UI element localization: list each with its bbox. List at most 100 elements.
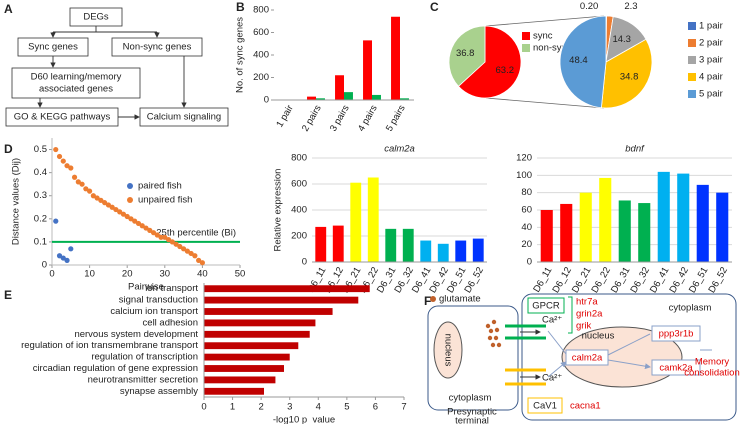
- point: [173, 241, 179, 247]
- point: [64, 257, 70, 263]
- y-tick-label: signal transduction: [119, 295, 198, 306]
- y-tick-label: 0.4: [34, 167, 47, 178]
- nucleus-label: nucleus: [582, 331, 615, 342]
- point: [177, 243, 183, 250]
- x-tick-label: 3: [287, 402, 292, 413]
- gene-label: htr7a: [576, 297, 598, 308]
- node-box: [139, 107, 229, 127]
- node-label: GO & KEGG pathways: [14, 112, 111, 123]
- point: [135, 220, 142, 227]
- legend-swatch: [688, 39, 696, 47]
- point: [94, 195, 100, 201]
- node-box: [11, 67, 141, 99]
- legend-swatch: [688, 90, 696, 98]
- vesicles: [485, 319, 502, 348]
- gene-label: grik: [576, 321, 592, 332]
- arrow: [607, 333, 650, 367]
- pie-slice: [600, 38, 653, 109]
- x-axis-label: Pairwise: [128, 282, 164, 293]
- bar: [367, 177, 379, 262]
- point: [68, 246, 74, 252]
- point: [109, 204, 115, 210]
- legend-label: non-sync: [533, 43, 572, 54]
- x-tick-label: 20: [122, 269, 133, 280]
- point: [71, 174, 78, 180]
- legend-swatch: [688, 73, 696, 81]
- y-tick-label: 120: [516, 153, 532, 164]
- point: [68, 165, 74, 171]
- pie-slice: [457, 25, 522, 99]
- point: [154, 232, 160, 238]
- x-tick-label: 3 pairs: [328, 103, 352, 133]
- bar: [335, 75, 344, 100]
- point: [56, 153, 63, 160]
- bar: [560, 203, 573, 262]
- panel-label: C: [430, 0, 439, 14]
- y-tick-label: 0: [264, 95, 269, 106]
- panel-label: A: [4, 2, 13, 16]
- bar: [204, 342, 299, 350]
- y-tick-label: cell adhesion: [143, 317, 198, 328]
- bar: [638, 203, 651, 262]
- x-tick-label: 10: [84, 269, 95, 280]
- x-tick-label: 2 pairs: [300, 103, 324, 133]
- point: [150, 230, 157, 236]
- bar: [332, 225, 344, 262]
- y-tick-label: synapse assembly: [120, 386, 198, 397]
- ion-label: Ca²⁺: [542, 373, 562, 384]
- legend-label: sync: [533, 31, 553, 42]
- point: [105, 202, 111, 208]
- y-tick-label: ion transport: [145, 283, 198, 294]
- point: [169, 239, 175, 245]
- point: [128, 216, 134, 222]
- point: [165, 237, 172, 243]
- y-axis-label: Distance values (Dij): [11, 158, 22, 245]
- panel-label: B: [236, 0, 245, 14]
- data-label: 34.8: [620, 72, 639, 83]
- x-tick-label: 40: [197, 269, 208, 280]
- bar: [204, 365, 284, 372]
- y-tick-label: neurotransmitter secretion: [88, 374, 198, 385]
- zoom-line: [485, 97, 605, 109]
- point: [147, 227, 153, 233]
- legend-swatch: [688, 22, 696, 30]
- bar: [204, 353, 290, 361]
- legend-label: 5 pair: [699, 89, 723, 100]
- bar: [472, 238, 484, 262]
- channel-box: [527, 397, 563, 414]
- data-label: 36.8: [456, 48, 475, 59]
- nucleus: [433, 321, 463, 379]
- y-axis-label: Relative expression: [273, 169, 284, 252]
- point: [132, 218, 138, 224]
- y-tick-label: circadian regulation of gene expression: [33, 363, 198, 374]
- point: [83, 186, 89, 192]
- bar: [455, 240, 467, 262]
- channel-label: CaV1: [533, 401, 557, 412]
- panel-label: E: [4, 288, 12, 302]
- bar: [363, 40, 372, 100]
- x-tick-label: 30: [160, 269, 171, 280]
- point: [53, 218, 59, 224]
- x-tick-label: 1: [230, 402, 235, 413]
- point: [188, 250, 194, 257]
- bar: [677, 173, 690, 262]
- legend-swatch: [522, 44, 530, 52]
- ion-label: Ca²⁺: [542, 315, 562, 326]
- y-tick-label: 60: [521, 205, 532, 216]
- bar: [204, 285, 370, 293]
- zoom-line: [485, 15, 605, 27]
- y-tick-label: 0: [527, 257, 532, 268]
- point: [64, 163, 70, 169]
- point: [90, 193, 96, 199]
- x-tick-label: 7: [401, 402, 406, 413]
- x-tick-label: D6_52: [707, 265, 731, 295]
- node-label: Sync genes: [28, 42, 78, 53]
- bar: [316, 98, 325, 100]
- y-tick-label: 800: [253, 5, 269, 16]
- legend-label: 3 pair: [699, 55, 723, 66]
- legend-label: paired fish: [138, 181, 182, 192]
- bar: [420, 240, 432, 262]
- bar: [540, 210, 553, 262]
- gene-label: grin2a: [576, 309, 603, 320]
